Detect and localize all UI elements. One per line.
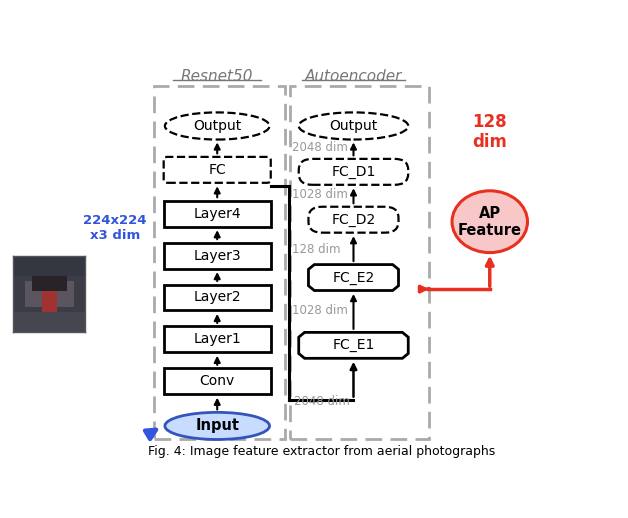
Text: FC_E2: FC_E2 (332, 270, 375, 284)
Text: FC_D2: FC_D2 (332, 213, 376, 227)
Text: 2048 dim: 2048 dim (294, 395, 350, 409)
Text: Output: Output (329, 119, 377, 133)
Text: Fig. 4: Image feature extractor from aerial photographs: Fig. 4: Image feature extractor from aer… (148, 444, 495, 457)
Text: 2048 dim: 2048 dim (291, 141, 347, 154)
Text: 128
dim: 128 dim (472, 112, 507, 151)
FancyBboxPatch shape (164, 326, 271, 352)
Text: 1028 dim: 1028 dim (291, 188, 347, 201)
Text: AP
Feature: AP Feature (458, 206, 522, 238)
Text: Layer2: Layer2 (193, 291, 241, 305)
Polygon shape (308, 265, 399, 291)
FancyBboxPatch shape (164, 201, 271, 227)
Text: FC_D1: FC_D1 (332, 165, 376, 179)
Text: Output: Output (193, 119, 241, 133)
Text: FC_E1: FC_E1 (332, 338, 375, 352)
Text: 128 dim: 128 dim (291, 243, 340, 256)
FancyBboxPatch shape (308, 207, 399, 233)
Text: Layer1: Layer1 (193, 333, 241, 347)
Polygon shape (299, 333, 408, 358)
FancyBboxPatch shape (164, 368, 271, 394)
Text: FC: FC (208, 163, 226, 177)
Text: Layer3: Layer3 (193, 249, 241, 263)
Text: Autoencoder: Autoencoder (305, 68, 402, 83)
FancyBboxPatch shape (164, 284, 271, 310)
Ellipse shape (299, 112, 408, 139)
Text: Layer4: Layer4 (193, 207, 241, 221)
Text: 1028 dim: 1028 dim (291, 304, 347, 316)
Text: Input: Input (195, 419, 239, 434)
FancyBboxPatch shape (299, 159, 408, 185)
FancyBboxPatch shape (164, 157, 271, 183)
Ellipse shape (165, 112, 269, 139)
Text: 224x224
x3 dim: 224x224 x3 dim (84, 214, 147, 242)
Text: Conv: Conv (200, 374, 235, 388)
Text: Resnet50: Resnet50 (181, 68, 254, 83)
Ellipse shape (452, 191, 528, 253)
FancyBboxPatch shape (164, 242, 271, 268)
Ellipse shape (165, 412, 269, 439)
